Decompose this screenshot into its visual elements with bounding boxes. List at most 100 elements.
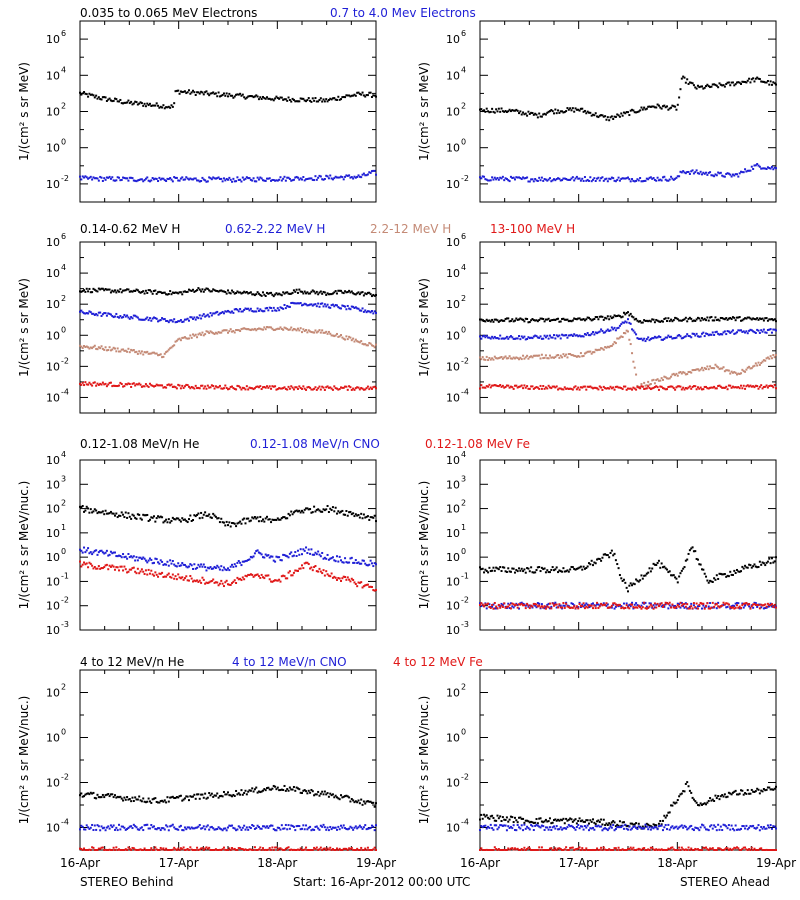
data-point — [696, 605, 699, 608]
data-point — [594, 562, 597, 565]
data-point — [178, 519, 181, 522]
data-point — [585, 318, 588, 321]
data-point — [295, 329, 298, 332]
data-point — [524, 317, 527, 320]
data-point — [660, 319, 663, 322]
data-point — [196, 316, 199, 319]
data-point — [240, 328, 243, 331]
data-point — [733, 386, 736, 389]
data-point — [340, 794, 343, 797]
data-point — [674, 604, 677, 607]
data-point — [244, 388, 247, 391]
data-point — [663, 565, 666, 568]
data-point — [196, 91, 199, 94]
data-point — [370, 562, 373, 565]
data-point — [706, 365, 709, 368]
data-point — [676, 602, 679, 605]
data-point — [740, 570, 743, 573]
data-point — [737, 329, 740, 332]
data-point — [128, 515, 131, 518]
data-point — [248, 328, 251, 331]
data-point — [81, 92, 84, 95]
data-point — [516, 386, 519, 389]
data-point — [173, 577, 176, 580]
data-point — [365, 174, 368, 177]
data-point — [509, 357, 512, 360]
data-point — [198, 823, 201, 826]
data-point — [513, 384, 516, 387]
data-point — [742, 567, 745, 570]
data-point — [294, 302, 297, 305]
data-point — [310, 100, 313, 103]
data-point — [95, 94, 98, 97]
data-point — [205, 569, 208, 572]
data-point — [95, 384, 98, 387]
data-point — [353, 826, 356, 829]
data-point — [698, 369, 701, 372]
data-point — [193, 316, 196, 319]
data-point — [668, 320, 671, 323]
data-point — [204, 847, 207, 850]
data-point — [103, 383, 106, 386]
data-point — [492, 178, 495, 181]
data-point — [370, 516, 373, 519]
data-point — [579, 604, 582, 607]
data-point — [772, 328, 775, 331]
data-point — [534, 386, 537, 389]
data-point — [501, 605, 504, 608]
data-point — [523, 335, 526, 338]
data-point — [153, 797, 155, 800]
data-point — [729, 173, 732, 176]
data-point — [143, 573, 146, 576]
data-point — [706, 316, 709, 319]
data-point — [270, 788, 273, 791]
data-point — [667, 317, 670, 320]
data-point — [648, 386, 651, 389]
data-point — [532, 571, 535, 574]
data-point — [80, 847, 83, 850]
data-point — [142, 570, 145, 573]
data-point — [236, 849, 239, 851]
data-point — [566, 356, 569, 359]
data-point — [597, 603, 600, 606]
data-point — [118, 554, 121, 557]
data-point — [746, 366, 749, 369]
data-point — [322, 98, 325, 101]
data-point — [524, 386, 527, 389]
data-point — [204, 792, 207, 795]
data-point — [286, 517, 289, 520]
data-point — [573, 605, 576, 608]
data-point — [522, 176, 525, 179]
data-point — [511, 336, 514, 339]
data-point — [99, 347, 102, 350]
data-point — [610, 326, 613, 329]
data-point — [742, 171, 745, 174]
data-point — [83, 847, 86, 850]
data-point — [85, 176, 88, 179]
data-point — [187, 319, 190, 322]
data-point — [182, 846, 185, 849]
data-point — [175, 849, 178, 851]
data-point — [259, 515, 262, 518]
data-point — [760, 318, 763, 321]
data-point — [641, 385, 644, 388]
data-point — [562, 567, 565, 570]
data-point — [146, 849, 149, 851]
data-point — [534, 604, 537, 607]
data-point — [280, 179, 283, 182]
data-point — [661, 378, 664, 381]
data-point — [609, 329, 612, 332]
data-point — [183, 849, 186, 851]
data-point — [255, 550, 258, 553]
data-point — [108, 848, 111, 851]
data-point — [105, 349, 108, 352]
data-point — [326, 792, 329, 795]
data-point — [263, 556, 266, 559]
data-point — [540, 337, 543, 340]
data-point — [722, 601, 725, 604]
data-point — [268, 578, 271, 581]
data-point — [570, 606, 573, 609]
data-point — [290, 824, 293, 827]
data-point — [628, 387, 631, 390]
data-point — [171, 385, 174, 388]
